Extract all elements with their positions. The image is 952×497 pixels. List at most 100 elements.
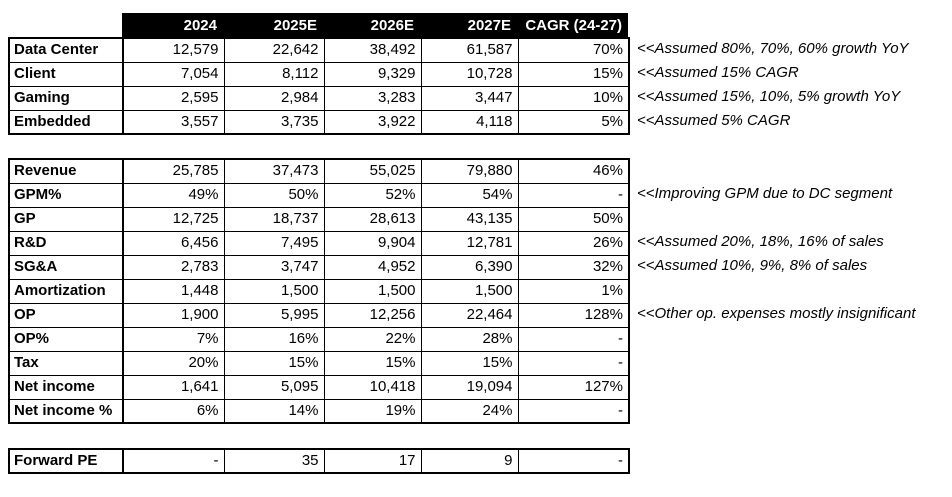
value-cell[interactable]: - — [517, 182, 630, 208]
value-cell[interactable]: 5,095 — [223, 374, 325, 400]
value-cell[interactable]: 9 — [420, 448, 519, 474]
value-cell[interactable]: 15% — [420, 350, 519, 376]
value-cell[interactable]: 1,500 — [223, 278, 325, 304]
value-cell[interactable]: 1,448 — [122, 278, 225, 304]
row-label-cell[interactable]: Net income — [8, 374, 124, 400]
value-cell[interactable]: - — [517, 448, 630, 474]
value-cell[interactable]: 3,557 — [122, 109, 225, 135]
value-cell[interactable]: 3,747 — [223, 254, 325, 280]
row-label-cell[interactable]: Tax — [8, 350, 124, 376]
column-header-2[interactable]: 2026E — [370, 17, 414, 34]
value-cell[interactable]: 12,725 — [122, 206, 225, 232]
value-cell[interactable]: - — [517, 398, 630, 424]
value-cell[interactable]: 49% — [122, 182, 225, 208]
row-label-cell[interactable]: SG&A — [8, 254, 124, 280]
value-cell[interactable]: 15% — [517, 61, 630, 87]
row-label-cell[interactable]: Client — [8, 61, 124, 87]
value-cell[interactable]: 10,728 — [420, 61, 519, 87]
value-cell[interactable]: 22,464 — [420, 302, 519, 328]
value-cell[interactable]: 7,495 — [223, 230, 325, 256]
value-cell[interactable]: 2,783 — [122, 254, 225, 280]
value-cell[interactable]: 10,418 — [323, 374, 422, 400]
value-cell[interactable]: 6,390 — [420, 254, 519, 280]
value-cell[interactable]: 25,785 — [122, 158, 225, 184]
row-label-cell[interactable]: OP — [8, 302, 124, 328]
value-cell[interactable]: 61,587 — [420, 37, 519, 63]
row-label-cell[interactable]: Revenue — [8, 158, 124, 184]
column-header-3[interactable]: 2027E — [467, 17, 511, 34]
value-cell[interactable]: 3,283 — [323, 85, 422, 111]
value-cell[interactable]: 2,984 — [223, 85, 325, 111]
value-cell[interactable]: 20% — [122, 350, 225, 376]
value-cell[interactable]: 28% — [420, 326, 519, 352]
value-cell[interactable]: 12,256 — [323, 302, 422, 328]
value-cell[interactable]: 17 — [323, 448, 422, 474]
value-cell[interactable]: 24% — [420, 398, 519, 424]
value-cell[interactable]: 1,500 — [420, 278, 519, 304]
value-cell[interactable]: 79,880 — [420, 158, 519, 184]
value-cell[interactable]: 5% — [517, 109, 630, 135]
value-cell[interactable]: 32% — [517, 254, 630, 280]
row-label-cell[interactable]: Amortization — [8, 278, 124, 304]
column-header-1[interactable]: 2025E — [273, 17, 317, 34]
value-cell[interactable]: 46% — [517, 158, 630, 184]
value-cell[interactable]: 6,456 — [122, 230, 225, 256]
value-cell[interactable]: 50% — [223, 182, 325, 208]
value-cell[interactable]: 3,735 — [223, 109, 325, 135]
value-cell[interactable]: 1,641 — [122, 374, 225, 400]
value-cell[interactable]: 28,613 — [323, 206, 422, 232]
row-label-cell[interactable]: Forward PE — [8, 448, 124, 474]
value-cell[interactable]: 16% — [223, 326, 325, 352]
value-cell[interactable]: 35 — [223, 448, 325, 474]
value-cell[interactable]: 43,135 — [420, 206, 519, 232]
value-cell[interactable]: - — [122, 448, 225, 474]
value-cell[interactable]: 7% — [122, 326, 225, 352]
value-cell[interactable]: 12,579 — [122, 37, 225, 63]
value-cell[interactable]: 37,473 — [223, 158, 325, 184]
value-cell[interactable]: 8,112 — [223, 61, 325, 87]
row-label-cell[interactable]: R&D — [8, 230, 124, 256]
value-cell[interactable]: 2,595 — [122, 85, 225, 111]
value-cell[interactable]: 15% — [223, 350, 325, 376]
value-cell[interactable]: 9,904 — [323, 230, 422, 256]
value-cell[interactable]: 22,642 — [223, 37, 325, 63]
value-cell[interactable]: 38,492 — [323, 37, 422, 63]
value-cell[interactable]: 4,118 — [420, 109, 519, 135]
value-cell[interactable]: 4,952 — [323, 254, 422, 280]
row-label-cell[interactable]: Data Center — [8, 37, 124, 63]
value-cell[interactable]: 54% — [420, 182, 519, 208]
row-label-cell[interactable]: GP — [8, 206, 124, 232]
row-label-cell[interactable]: OP% — [8, 326, 124, 352]
value-cell[interactable]: 5,995 — [223, 302, 325, 328]
value-cell[interactable]: 19% — [323, 398, 422, 424]
value-cell[interactable]: 3,922 — [323, 109, 422, 135]
row-label-cell[interactable]: Net income % — [8, 398, 124, 424]
value-cell[interactable]: 55,025 — [323, 158, 422, 184]
value-cell[interactable]: - — [517, 350, 630, 376]
row-label-cell[interactable]: Embedded — [8, 109, 124, 135]
value-cell[interactable]: 52% — [323, 182, 422, 208]
value-cell[interactable]: 70% — [517, 37, 630, 63]
row-label-cell[interactable]: Gaming — [8, 85, 124, 111]
value-cell[interactable]: 1,900 — [122, 302, 225, 328]
value-cell[interactable]: 128% — [517, 302, 630, 328]
value-cell[interactable]: 15% — [323, 350, 422, 376]
value-cell[interactable]: 1,500 — [323, 278, 422, 304]
value-cell[interactable]: 127% — [517, 374, 630, 400]
value-cell[interactable]: 26% — [517, 230, 630, 256]
value-cell[interactable]: 12,781 — [420, 230, 519, 256]
value-cell[interactable]: 10% — [517, 85, 630, 111]
value-cell[interactable]: 14% — [223, 398, 325, 424]
value-cell[interactable]: 6% — [122, 398, 225, 424]
value-cell[interactable]: 22% — [323, 326, 422, 352]
value-cell[interactable]: 18,737 — [223, 206, 325, 232]
value-cell[interactable]: 50% — [517, 206, 630, 232]
value-cell[interactable]: 1% — [517, 278, 630, 304]
column-header-0[interactable]: 2024 — [183, 17, 217, 34]
value-cell[interactable]: - — [517, 326, 630, 352]
value-cell[interactable]: 3,447 — [420, 85, 519, 111]
column-header-4[interactable]: CAGR (24-27) — [525, 17, 622, 34]
row-label-cell[interactable]: GPM% — [8, 182, 124, 208]
value-cell[interactable]: 9,329 — [323, 61, 422, 87]
value-cell[interactable]: 7,054 — [122, 61, 225, 87]
